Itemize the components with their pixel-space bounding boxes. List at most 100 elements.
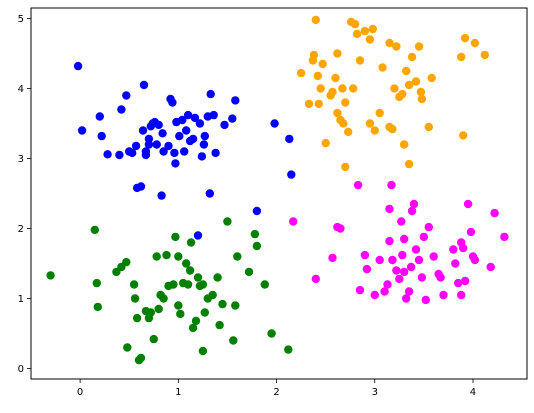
point-s2-2 xyxy=(92,278,102,288)
point-s3-0 xyxy=(289,217,298,226)
point-s2-23 xyxy=(174,301,183,310)
y-tick-label-0: 0 xyxy=(18,364,24,375)
point-s1-33 xyxy=(388,124,397,134)
point-s1-1 xyxy=(304,99,314,109)
point-s1-28 xyxy=(368,24,377,34)
point-s1-39 xyxy=(402,66,411,76)
point-s0-2 xyxy=(95,112,105,121)
point-s2-26 xyxy=(182,259,191,268)
point-s1-18 xyxy=(341,98,350,107)
point-s3-42 xyxy=(460,276,470,286)
point-s0-3 xyxy=(97,131,106,141)
points-layer xyxy=(46,15,509,365)
point-s1-48 xyxy=(457,52,466,62)
point-s3-36 xyxy=(439,290,448,300)
point-s2-15 xyxy=(149,334,158,344)
point-s3-31 xyxy=(421,295,430,305)
point-s1-14 xyxy=(333,108,342,118)
point-s0-16 xyxy=(141,147,151,156)
point-s0-35 xyxy=(180,147,189,156)
point-s3-25 xyxy=(407,206,417,216)
point-s1-23 xyxy=(350,19,360,29)
point-s2-51 xyxy=(198,280,208,289)
point-s2-46 xyxy=(252,241,262,251)
point-s0-53 xyxy=(252,206,262,216)
point-s0-41 xyxy=(195,119,205,128)
point-s3-44 xyxy=(466,227,476,237)
point-s3-6 xyxy=(355,285,365,295)
point-s0-42 xyxy=(197,152,207,161)
point-s0-29 xyxy=(168,98,177,107)
point-s2-39 xyxy=(218,299,227,309)
point-s3-1 xyxy=(311,274,320,284)
point-s0-57 xyxy=(193,231,203,240)
point-s3-12 xyxy=(383,280,392,289)
point-s2-35 xyxy=(200,308,209,317)
point-s0-25 xyxy=(158,129,167,138)
point-s2-6 xyxy=(122,257,131,267)
point-s3-9 xyxy=(370,290,379,300)
point-s1-37 xyxy=(398,89,407,99)
point-s2-49 xyxy=(284,345,293,354)
point-s2-8 xyxy=(129,280,139,289)
point-s0-12 xyxy=(136,182,146,191)
point-s1-50 xyxy=(460,33,470,43)
point-s0-51 xyxy=(228,114,237,123)
point-s1-8 xyxy=(318,59,327,69)
point-s3-5 xyxy=(353,180,363,190)
point-s1-46 xyxy=(424,122,433,132)
point-s0-31 xyxy=(171,159,180,168)
point-s0-52 xyxy=(231,96,240,105)
y-tick-label-2: 2 xyxy=(18,224,24,235)
point-s2-12 xyxy=(136,353,146,363)
y-tick-label-3: 3 xyxy=(18,154,24,165)
point-s2-28 xyxy=(185,266,195,275)
point-s0-1 xyxy=(77,126,87,135)
plot-area xyxy=(31,8,527,379)
point-s2-52 xyxy=(162,250,171,260)
point-s0-55 xyxy=(285,134,294,144)
point-s3-50 xyxy=(457,290,466,300)
point-s0-46 xyxy=(205,189,214,198)
point-s1-42 xyxy=(411,77,421,86)
point-s1-47 xyxy=(427,73,436,83)
point-s2-19 xyxy=(159,294,168,303)
point-s2-16 xyxy=(152,252,161,261)
point-s0-27 xyxy=(164,141,173,151)
point-s2-47 xyxy=(260,280,269,289)
point-s1-11 xyxy=(328,87,337,97)
point-s1-40 xyxy=(404,80,414,90)
point-s1-45 xyxy=(417,94,427,104)
y-tick-label-4: 4 xyxy=(18,84,24,95)
point-s1-43 xyxy=(414,42,424,51)
point-s3-20 xyxy=(398,250,407,260)
x-tick-label-2: 2 xyxy=(273,387,279,398)
point-s1-26 xyxy=(360,26,370,36)
point-s3-21 xyxy=(400,234,409,244)
point-s1-41 xyxy=(407,52,417,62)
point-s3-8 xyxy=(362,264,372,274)
point-s0-40 xyxy=(190,113,200,123)
point-s0-37 xyxy=(183,110,193,120)
point-s1-44 xyxy=(416,87,426,97)
point-s2-37 xyxy=(208,290,217,300)
x-tick-label-3: 3 xyxy=(372,387,378,398)
point-s2-50 xyxy=(174,252,183,261)
point-s3-7 xyxy=(360,250,370,260)
point-s2-45 xyxy=(250,229,260,239)
point-s0-30 xyxy=(170,148,179,158)
point-s3-46 xyxy=(470,255,480,265)
point-s1-55 xyxy=(404,159,414,169)
point-s1-24 xyxy=(352,29,362,39)
point-s1-38 xyxy=(400,140,409,149)
point-s3-48 xyxy=(490,208,499,218)
point-s2-10 xyxy=(132,313,142,323)
point-s1-30 xyxy=(375,108,384,118)
point-s0-54 xyxy=(270,119,279,128)
point-s3-28 xyxy=(414,255,424,265)
point-s2-24 xyxy=(176,309,185,319)
point-s2-1 xyxy=(90,225,100,235)
point-s0-49 xyxy=(211,148,220,158)
point-s0-56 xyxy=(287,170,296,179)
point-s1-51 xyxy=(470,38,480,48)
